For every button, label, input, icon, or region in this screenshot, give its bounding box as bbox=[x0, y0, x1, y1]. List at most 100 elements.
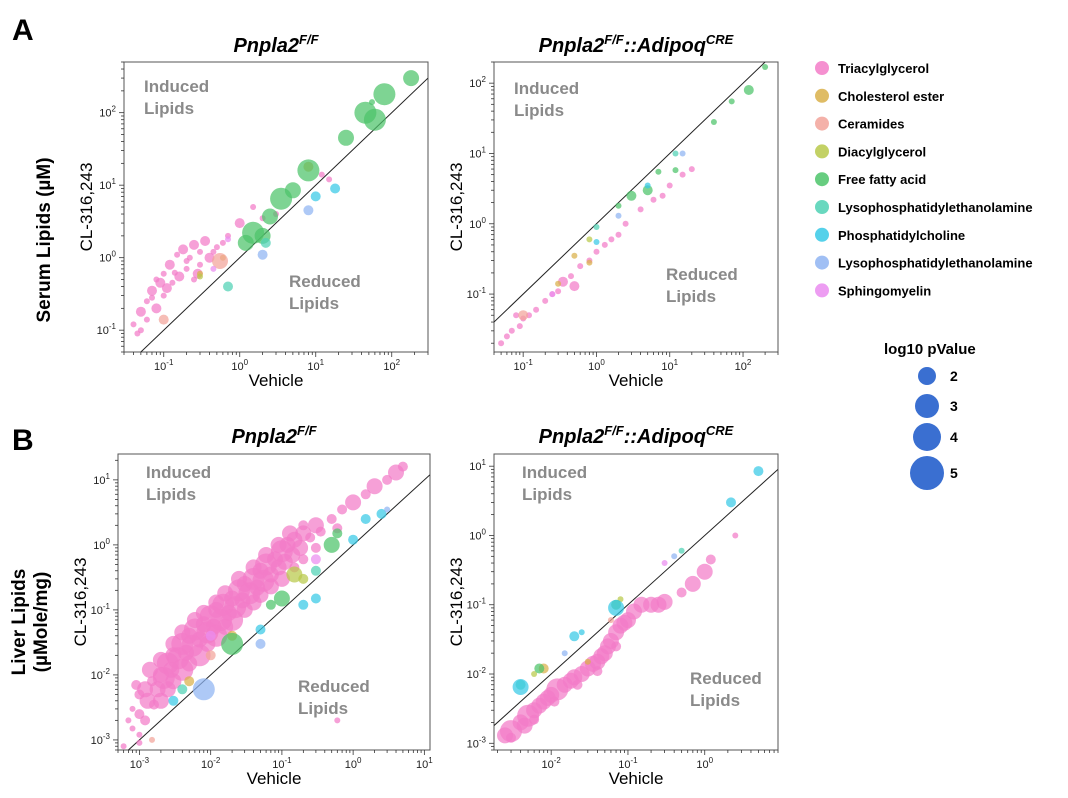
y-tick-label: 10-3 bbox=[467, 735, 487, 750]
data-point bbox=[762, 64, 769, 70]
data-point bbox=[403, 70, 420, 87]
y-axis-label: CL-316,243 bbox=[447, 163, 466, 252]
data-point bbox=[297, 159, 320, 182]
size-legend-marker bbox=[913, 423, 941, 451]
data-point bbox=[338, 129, 354, 146]
data-point bbox=[273, 590, 290, 607]
data-point bbox=[305, 532, 316, 543]
data-point bbox=[257, 249, 268, 260]
data-point bbox=[258, 547, 275, 563]
data-point bbox=[516, 323, 523, 330]
data-point bbox=[205, 650, 216, 661]
annotation-induced-2: Lipids bbox=[514, 101, 564, 120]
data-point bbox=[656, 593, 673, 610]
y-tick-label: 101 bbox=[469, 145, 486, 160]
annotation-induced-1: Induced bbox=[144, 77, 209, 96]
data-point bbox=[223, 281, 233, 292]
data-point bbox=[231, 570, 247, 587]
annotation-induced-1: Induced bbox=[514, 79, 579, 98]
data-point bbox=[592, 666, 603, 677]
row-label-liver-line1: Liver Lipids bbox=[9, 569, 30, 676]
size-legend-title: log10 pValue bbox=[884, 341, 976, 358]
data-point bbox=[197, 261, 203, 268]
data-point bbox=[650, 196, 657, 203]
x-tick-label: 102 bbox=[735, 358, 752, 373]
data-point bbox=[143, 298, 150, 305]
data-point bbox=[134, 330, 141, 337]
legend-label: Free fatty acid bbox=[838, 172, 926, 187]
x-tick-label: 10-1 bbox=[513, 358, 533, 373]
y-tick-label: 10-2 bbox=[467, 666, 487, 681]
y-tick-label: 10-3 bbox=[91, 732, 111, 747]
data-point bbox=[608, 236, 615, 243]
y-axis-label: CL-316,243 bbox=[447, 558, 466, 647]
x-tick-label: 10-2 bbox=[541, 756, 561, 771]
panel-letter-b: B bbox=[12, 424, 34, 457]
annotation-reduced-2: Lipids bbox=[690, 691, 740, 710]
legend-label: Phosphatidylcholine bbox=[838, 228, 965, 243]
data-point bbox=[373, 83, 396, 106]
data-point bbox=[531, 671, 538, 677]
data-point bbox=[397, 461, 408, 472]
data-point bbox=[666, 182, 673, 189]
x-tick-label: 100 bbox=[588, 358, 605, 373]
data-point bbox=[360, 514, 371, 524]
data-point bbox=[284, 182, 301, 199]
data-point bbox=[363, 108, 386, 131]
x-tick-label: 102 bbox=[383, 358, 400, 373]
data-point bbox=[534, 663, 545, 674]
data-point bbox=[298, 520, 309, 531]
data-point bbox=[555, 280, 562, 287]
x-tick-label: 10-3 bbox=[130, 756, 150, 771]
data-point bbox=[655, 168, 662, 175]
data-point bbox=[549, 291, 556, 298]
data-point bbox=[169, 279, 176, 286]
data-point bbox=[149, 736, 155, 743]
x-axis-label: Vehicle bbox=[249, 371, 304, 390]
axis-ticks: 10-2 10-1 100 10-3 10-2 10-1 100 101 bbox=[467, 458, 779, 771]
data-point bbox=[195, 604, 212, 621]
data-point bbox=[160, 270, 167, 277]
y-tick-label: 101 bbox=[93, 472, 110, 487]
legend-label: Diacylglycerol bbox=[838, 144, 926, 159]
data-point bbox=[569, 631, 580, 642]
x-tick-label: 10-2 bbox=[201, 756, 221, 771]
data-point bbox=[160, 292, 167, 299]
y-tick-label: 100 bbox=[469, 527, 486, 542]
x-tick-label: 101 bbox=[307, 358, 324, 373]
data-point bbox=[292, 539, 309, 556]
annotation-reduced-1: Reduced bbox=[289, 272, 361, 291]
axis-ticks: 10-3 10-2 10-1 100 101 10-3 10-2 10-1 100 101 bbox=[91, 459, 433, 771]
identity-line bbox=[494, 468, 778, 726]
data-point bbox=[498, 340, 505, 347]
chart-title: Pnpla2F/F::AdipoqCRE bbox=[539, 32, 734, 57]
chart-title-gene: Pnpla2 bbox=[233, 35, 299, 57]
annotation-reduced-2: Lipids bbox=[666, 287, 716, 306]
data-point bbox=[671, 553, 678, 560]
y-axis-label: CL-316,243 bbox=[77, 163, 96, 252]
data-point bbox=[135, 306, 146, 317]
data-point bbox=[615, 231, 622, 238]
legend-label: Triacylglycerol bbox=[838, 61, 929, 76]
size-legend-marker bbox=[910, 456, 944, 490]
data-point bbox=[255, 624, 266, 635]
data-point bbox=[726, 497, 736, 508]
data-point bbox=[710, 119, 717, 125]
data-point bbox=[569, 281, 580, 292]
y-tick-label: 10-1 bbox=[97, 322, 117, 337]
data-point bbox=[255, 638, 266, 649]
data-point bbox=[332, 528, 343, 539]
chart-title: Pnpla2F/F bbox=[231, 423, 317, 448]
data-point bbox=[676, 587, 687, 598]
data-point bbox=[672, 150, 679, 157]
chart-title-gene: Pnpla2 bbox=[539, 35, 605, 57]
data-point bbox=[131, 680, 142, 690]
row-label-serum: Serum Lipids (µM) bbox=[34, 157, 55, 322]
data-point bbox=[616, 614, 633, 631]
x-tick-label: 100 bbox=[696, 756, 713, 771]
legend-label: Ceramides bbox=[838, 117, 904, 132]
data-point bbox=[270, 536, 287, 553]
data-point bbox=[382, 474, 393, 485]
size-legend-label: 5 bbox=[950, 465, 958, 481]
data-point bbox=[345, 494, 362, 511]
